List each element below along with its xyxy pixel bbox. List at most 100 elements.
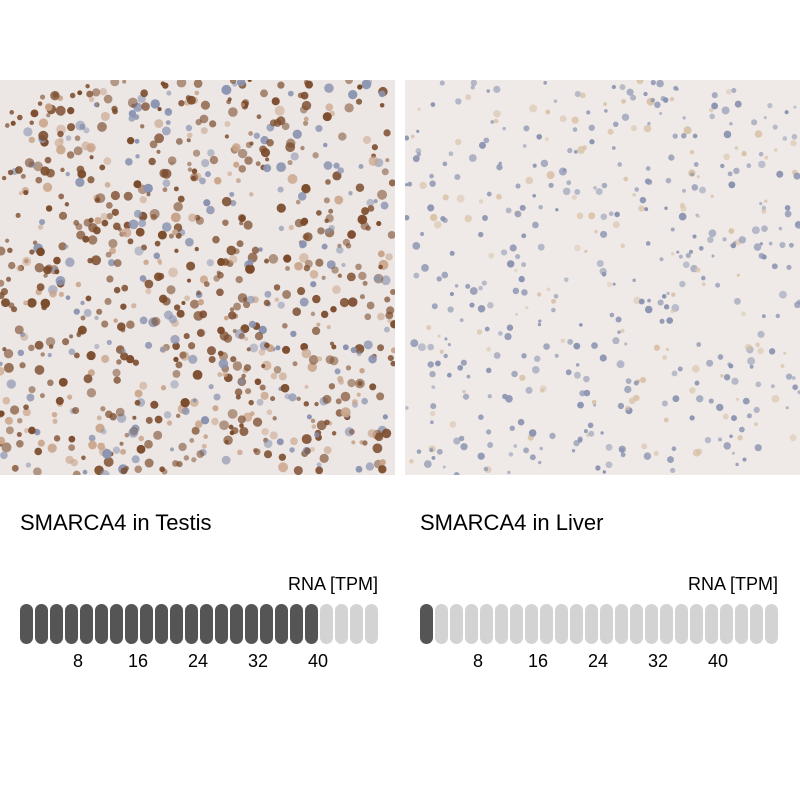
cell-nucleus (178, 100, 185, 107)
cell-nucleus (692, 133, 698, 139)
cell-nucleus (632, 278, 636, 283)
cell-nucleus (51, 411, 58, 418)
cell-nucleus (140, 124, 145, 129)
cell-nucleus (604, 109, 608, 113)
cell-nucleus (310, 311, 316, 317)
cell-nucleus (45, 264, 53, 272)
cell-nucleus (304, 80, 314, 89)
cell-nucleus (734, 146, 739, 150)
cell-nucleus (427, 204, 435, 212)
cell-nucleus (599, 354, 607, 362)
cell-nucleus (265, 157, 270, 162)
cell-nucleus (659, 257, 664, 262)
cell-nucleus (261, 428, 269, 436)
cell-nucleus (307, 362, 318, 372)
cell-nucleus (194, 420, 203, 429)
cell-nucleus (378, 465, 387, 474)
cell-nucleus (379, 459, 386, 466)
cell-nucleus (86, 351, 96, 361)
cell-nucleus (720, 163, 725, 169)
cell-nucleus (199, 114, 209, 124)
cell-nucleus (478, 231, 484, 238)
cell-nucleus (434, 220, 442, 229)
cell-nucleus (711, 102, 718, 110)
cell-nucleus (38, 118, 49, 128)
cell-nucleus (453, 437, 461, 445)
cell-nucleus (328, 383, 336, 390)
cell-nucleus (579, 323, 583, 327)
cell-nucleus (576, 212, 584, 220)
cell-nucleus (248, 131, 253, 136)
cell-nucleus (588, 430, 595, 437)
cell-nucleus (94, 315, 99, 320)
pill-empty (495, 604, 508, 644)
cell-nucleus (620, 243, 626, 249)
cell-nucleus (67, 107, 75, 115)
cell-nucleus (373, 199, 378, 204)
cell-nucleus (218, 358, 229, 369)
cell-nucleus (316, 322, 321, 327)
cell-nucleus (515, 254, 521, 260)
cell-nucleus (431, 385, 436, 389)
cell-nucleus (782, 136, 788, 141)
cell-nucleus (586, 110, 591, 115)
cell-nucleus (125, 158, 133, 166)
cell-nucleus (638, 298, 645, 305)
cell-nucleus (35, 176, 43, 184)
cell-nucleus (722, 237, 727, 242)
cell-nucleus (277, 81, 285, 89)
cell-nucleus (730, 243, 737, 249)
cell-nucleus (227, 97, 232, 102)
cell-nucleus (67, 123, 76, 132)
cell-nucleus (735, 462, 739, 467)
cell-nucleus (103, 157, 112, 166)
cell-nucleus (74, 135, 81, 142)
cell-nucleus (53, 435, 61, 442)
cell-nucleus (328, 208, 334, 214)
cell-nucleus (708, 107, 714, 113)
cell-nucleus (299, 240, 307, 248)
cell-nucleus (573, 150, 578, 154)
cell-nucleus (0, 361, 3, 366)
cell-nucleus (33, 467, 42, 475)
pill-empty (750, 604, 763, 644)
pill-empty (645, 604, 658, 644)
cell-nucleus (86, 388, 97, 398)
cell-nucleus (672, 395, 680, 403)
cell-nucleus (277, 301, 285, 309)
cell-nucleus (407, 181, 413, 187)
tick-label: 8 (472, 651, 484, 671)
cell-nucleus (351, 399, 358, 405)
cell-nucleus (24, 158, 35, 168)
cell-nucleus (85, 295, 92, 302)
cell-nucleus (521, 262, 527, 268)
cell-nucleus (624, 405, 631, 411)
cell-nucleus (446, 372, 452, 378)
cell-nucleus (323, 142, 328, 148)
cell-nucleus (247, 80, 252, 83)
cell-nucleus (121, 227, 132, 238)
pill-empty (705, 604, 718, 644)
cell-nucleus (332, 171, 342, 181)
cell-nucleus (780, 363, 785, 368)
cell-nucleus (636, 80, 644, 85)
cell-nucleus (172, 229, 178, 235)
cell-nucleus (185, 124, 193, 132)
cell-nucleus (10, 120, 16, 126)
cell-nucleus (213, 393, 221, 401)
cell-nucleus (36, 247, 45, 257)
cell-nucleus (763, 116, 767, 120)
cell-nucleus (127, 238, 134, 245)
cell-nucleus (324, 228, 330, 234)
cell-nucleus (8, 302, 15, 309)
cell-nucleus (16, 265, 23, 272)
pill-filled (200, 604, 213, 644)
cell-nucleus (127, 97, 138, 108)
cell-nucleus (271, 97, 280, 106)
cell-nucleus (621, 98, 626, 104)
cell-nucleus (237, 148, 248, 159)
cell-nucleus (85, 84, 90, 89)
cell-nucleus (367, 205, 375, 212)
cell-nucleus (52, 92, 59, 98)
cell-nucleus (143, 183, 153, 194)
